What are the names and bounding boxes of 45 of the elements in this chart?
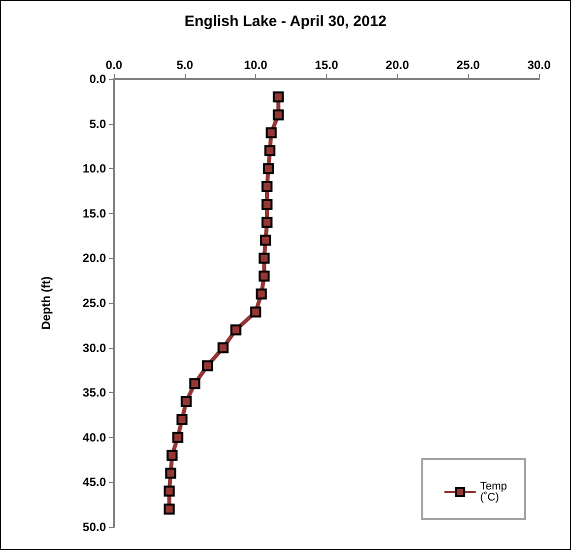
point: [189, 378, 200, 390]
y-tick-label: 20.0: [82, 251, 106, 266]
y-tick-label: 35.0: [82, 386, 106, 400]
point: [218, 342, 229, 354]
y-tick-label: 15.0: [82, 206, 106, 220]
x-tick-label: 5.0: [176, 58, 194, 72]
point: [256, 288, 267, 300]
y-tick-label: 40.0: [82, 430, 106, 444]
x-tick-label: 10.0: [244, 58, 268, 72]
y-tick-label: 25.0: [82, 296, 106, 310]
y-tick-label: 10.0: [82, 162, 106, 176]
point: [260, 234, 272, 246]
y-tick-label: 5.0: [89, 116, 106, 131]
point: [266, 127, 277, 138]
x-tick-label: 25.0: [456, 58, 480, 72]
point: [262, 181, 272, 192]
y-tick-label: 0.0: [89, 72, 106, 86]
y-tick-label: 50.0: [82, 520, 106, 534]
legend-label: Temp (˚C): [480, 480, 508, 504]
point: [258, 270, 270, 282]
point: [176, 414, 188, 425]
point: [272, 91, 284, 102]
point: [258, 252, 270, 264]
point: [165, 468, 176, 479]
point: [166, 450, 178, 461]
point: [262, 163, 274, 174]
x-tick-label: 20.0: [386, 58, 410, 72]
point: [202, 360, 213, 372]
point: [172, 432, 184, 443]
point: [164, 504, 175, 515]
x-tick-label: 30.0: [527, 58, 551, 72]
point: [262, 216, 272, 228]
x-tick-label: 15.0: [314, 58, 338, 72]
y-axis-title: Depth (ft): [39, 276, 53, 330]
point: [164, 486, 175, 497]
y-tick-label: 30.0: [82, 340, 106, 355]
x-tick-label: 0.0: [106, 58, 123, 72]
point: [250, 306, 262, 318]
point: [180, 396, 192, 408]
point: [272, 109, 284, 120]
point: [230, 324, 242, 336]
y-tick-label: 45.0: [82, 475, 106, 490]
point: [262, 198, 272, 210]
chart-title: English Lake - April 30, 2012: [184, 13, 387, 30]
point: [264, 145, 276, 156]
